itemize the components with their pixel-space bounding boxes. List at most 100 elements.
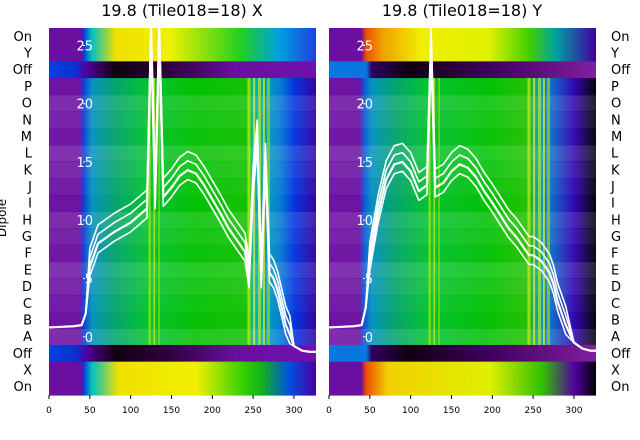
overlay-line-trace bbox=[328, 53, 596, 352]
heatmap-row-19 bbox=[49, 344, 316, 363]
dipole-label: A bbox=[611, 330, 620, 345]
heatmap-row-21 bbox=[329, 378, 596, 396]
dipole-label: I bbox=[611, 197, 615, 212]
heatmap-stripe-7 bbox=[158, 78, 160, 345]
heatmap-row-21 bbox=[49, 378, 316, 396]
x-tick-label: 200 bbox=[204, 406, 221, 416]
x-tick-labels-x: 0 50 100 150 200 250 300 bbox=[46, 395, 303, 416]
dipole-label: M bbox=[611, 130, 622, 145]
dipole-label: L bbox=[611, 147, 619, 162]
dipole-label: O bbox=[611, 97, 621, 112]
heatmap-stripe-1 bbox=[253, 78, 256, 345]
dipole-label: G bbox=[22, 230, 32, 245]
heatmap-row-19 bbox=[329, 344, 596, 363]
overlay-line-x bbox=[48, 14, 316, 353]
dipole-label: A bbox=[23, 330, 32, 345]
overlay-line-trace bbox=[48, 14, 316, 353]
y-tick-label: 10 bbox=[76, 214, 93, 229]
dipole-label: E bbox=[24, 263, 32, 278]
dipole-label: Off bbox=[13, 63, 33, 78]
dipole-label: F bbox=[611, 247, 618, 262]
x-tick-label: 50 bbox=[84, 406, 96, 416]
heatmap-stripe-4 bbox=[547, 78, 551, 345]
y-tick-label: 15 bbox=[76, 156, 93, 171]
y-tick-label: 0 bbox=[85, 331, 93, 346]
dipole-label: K bbox=[611, 163, 620, 178]
dipole-label: On bbox=[611, 380, 629, 395]
x-tick-label: 300 bbox=[565, 406, 582, 416]
x-tick-label: 100 bbox=[402, 406, 419, 416]
overlay-line-trace bbox=[48, 32, 316, 353]
dipole-label: F bbox=[25, 247, 32, 262]
overlay-line-trace bbox=[328, 35, 596, 352]
heatmap-row-12 bbox=[49, 228, 316, 246]
heatmap-row-20 bbox=[329, 361, 596, 379]
heatmap-stripe-6 bbox=[433, 78, 436, 345]
dipole-label: Off bbox=[611, 63, 631, 78]
y-tick-label: 0 bbox=[365, 331, 373, 346]
y-tick-label: 20 bbox=[76, 98, 93, 113]
x-tick-label: 300 bbox=[285, 406, 302, 416]
x-tick-label: 150 bbox=[443, 406, 460, 416]
dipole-label: P bbox=[611, 80, 619, 95]
x-tick-label: 100 bbox=[122, 406, 139, 416]
heatmap-row-10 bbox=[49, 194, 316, 213]
heatmap-stripe-1 bbox=[533, 78, 536, 345]
dipole-label: B bbox=[23, 313, 32, 328]
dipole-label: C bbox=[23, 297, 32, 312]
heatmap-row-2 bbox=[49, 61, 316, 79]
x-tick-label: 200 bbox=[484, 406, 501, 416]
dipole-label: O bbox=[22, 97, 32, 112]
heatmap-stripe-0 bbox=[247, 78, 251, 345]
heatmap-row-0 bbox=[329, 28, 596, 46]
dipole-label: P bbox=[24, 80, 32, 95]
dipole-label: X bbox=[611, 363, 620, 378]
heatmap-stripe-2 bbox=[538, 78, 542, 345]
heatmap-row-2 bbox=[329, 61, 596, 79]
heatmap-row-6 bbox=[49, 128, 316, 146]
dipole-label: J bbox=[27, 180, 32, 195]
chart-title-y: 19.8 (Tile018=18) Y bbox=[382, 1, 543, 20]
dipole-label: I bbox=[28, 197, 32, 212]
dipole-label: On bbox=[611, 30, 629, 45]
overlay-line-trace bbox=[328, 26, 596, 352]
heatmap-stripe-5 bbox=[428, 78, 431, 345]
dipole-label: C bbox=[611, 297, 620, 312]
x-tick-label: 0 bbox=[46, 406, 52, 416]
heatmap-stripe-3 bbox=[542, 78, 545, 345]
dipole-label: L bbox=[25, 147, 33, 162]
dipole-label: E bbox=[611, 263, 619, 278]
heatmap-row-3 bbox=[49, 78, 316, 96]
y-tick-label: 20 bbox=[356, 98, 373, 113]
y-axis-label: Dipole bbox=[0, 199, 9, 237]
heatmap-stripe-6 bbox=[153, 78, 156, 345]
heatmap-row-1 bbox=[49, 44, 316, 62]
dipole-label: D bbox=[611, 280, 621, 295]
dipole-label: X bbox=[23, 363, 32, 378]
dipole-label: Y bbox=[23, 47, 32, 62]
y-tick-label: 10 bbox=[356, 214, 373, 229]
overlay-line-trace bbox=[48, 42, 316, 353]
heatmap-row-5 bbox=[49, 111, 316, 129]
overlay-line-trace bbox=[328, 44, 596, 352]
heatmap-row-6 bbox=[329, 128, 596, 146]
dipole-label: B bbox=[611, 313, 620, 328]
dipole-label: H bbox=[22, 213, 32, 228]
dipole-label: J bbox=[610, 180, 615, 195]
heatmap-row-10 bbox=[329, 194, 596, 213]
heatmap-stripes-y bbox=[428, 78, 551, 345]
dipole-label: Off bbox=[611, 347, 631, 362]
dipole-label: M bbox=[21, 130, 32, 145]
heatmap-row-9 bbox=[329, 178, 596, 196]
heatmap-stripe-7 bbox=[438, 78, 440, 345]
dipole-label: N bbox=[611, 113, 621, 128]
heatmap-row-20 bbox=[49, 361, 316, 379]
dipole-label: On bbox=[14, 380, 32, 395]
y-tick-label: 25 bbox=[76, 39, 93, 54]
chart-title-x: 19.8 (Tile018=18) X bbox=[101, 1, 263, 20]
heatmap-row-1 bbox=[329, 44, 596, 62]
